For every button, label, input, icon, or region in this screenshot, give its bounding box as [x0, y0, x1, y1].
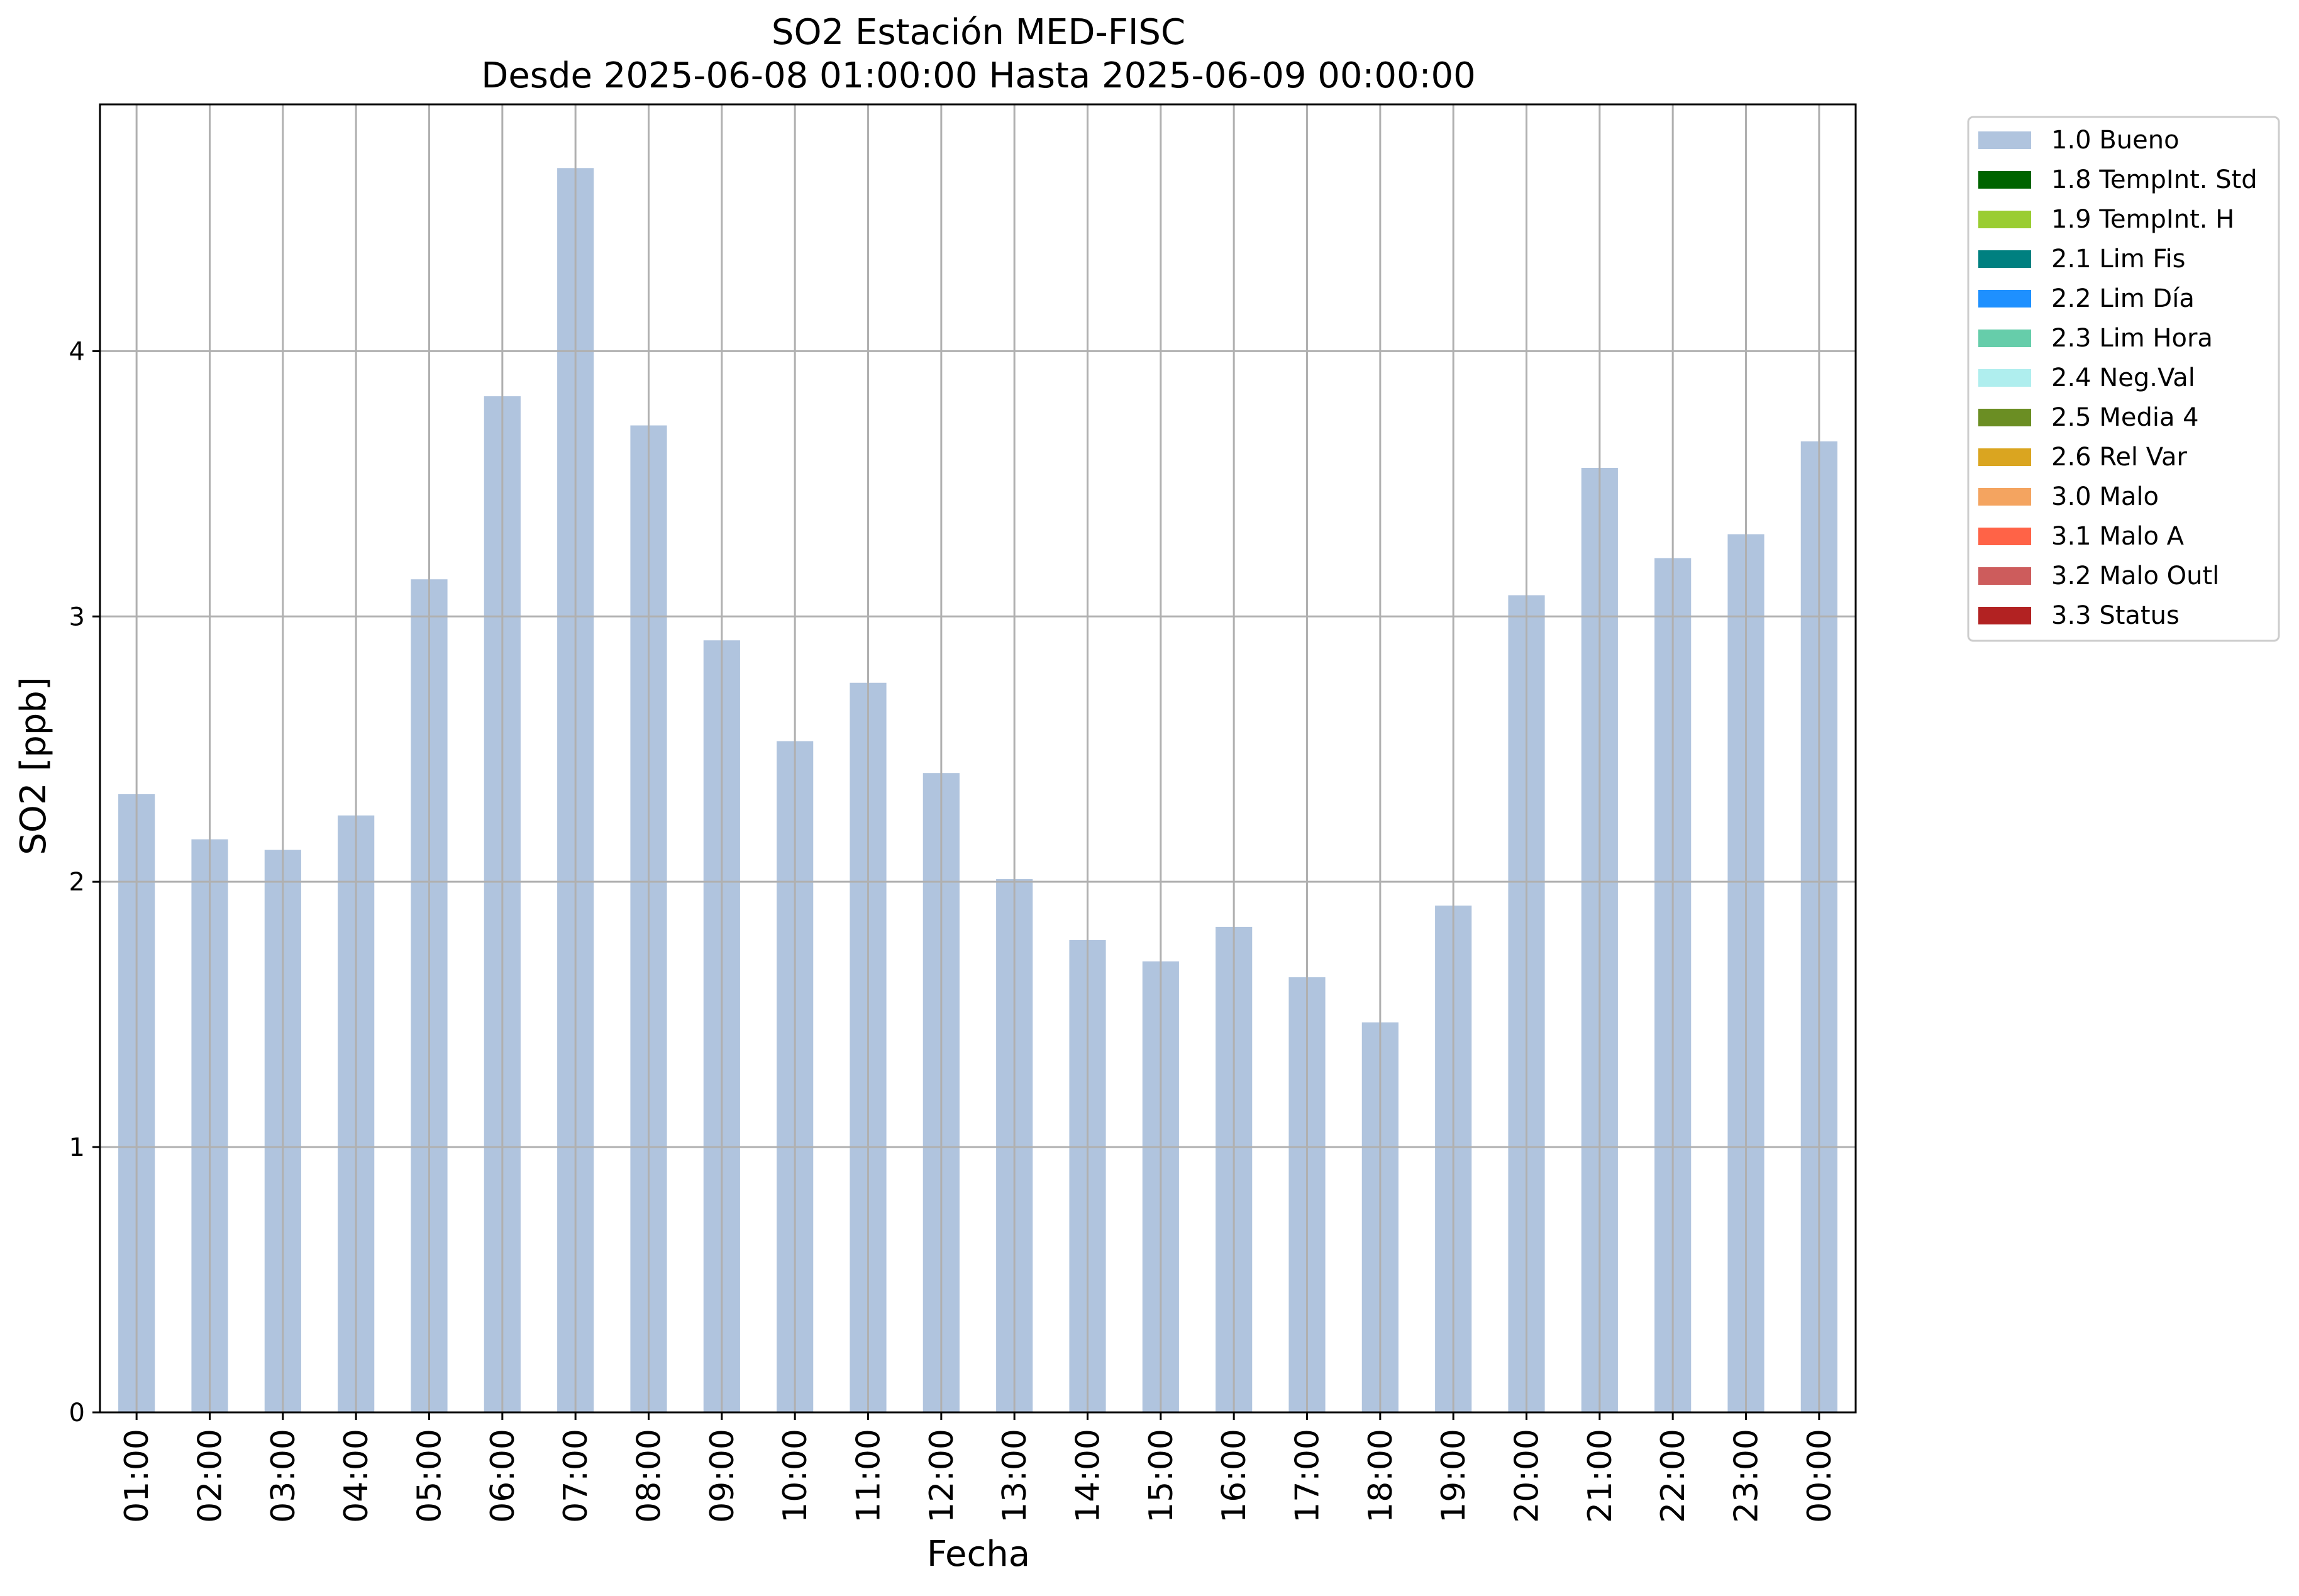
x-tick-label: 08:00 [631, 1429, 668, 1523]
x-tick-label: 14:00 [1070, 1429, 1107, 1523]
x-tick-label: 06:00 [484, 1429, 522, 1523]
y-tick-label: 3 [69, 602, 85, 631]
plot-frame [99, 103, 1857, 1414]
y-tick-label: 1 [69, 1133, 85, 1162]
plot-area: 0 1 2 3 4 01:00 02:00 03:00 04:00 05:00 06:00 07:00… [69, 103, 1857, 1523]
legend-swatch [1978, 409, 2031, 426]
x-axis-label: Fecha [927, 1534, 1030, 1575]
legend-swatch [1978, 528, 2031, 545]
legend-entry-label: 2.6 Rel Var [2051, 443, 2188, 472]
legend-swatch [1978, 250, 2031, 268]
legend-entry-label: 2.3 Lim Hora [2051, 324, 2213, 353]
legend-entry-label: 2.1 Lim Fis [2051, 245, 2185, 274]
legend-entry-label: 1.9 TempInt. H [2051, 205, 2234, 234]
legend-entry-label: 1.8 TempInt. Std [2051, 165, 2257, 194]
x-tick-label: 09:00 [704, 1429, 741, 1523]
x-tick-label: 04:00 [338, 1429, 375, 1523]
y-axis-label: SO2 [ppb] [13, 677, 54, 855]
x-tick-label: 20:00 [1509, 1429, 1546, 1523]
chart-title: SO2 Estación MED-FISC [772, 12, 1185, 53]
y-tick-label: 4 [69, 337, 85, 366]
legend-entry-label: 1.0 Bueno [2051, 126, 2180, 155]
x-tick-label: 17:00 [1289, 1429, 1327, 1523]
x-tick-label: 18:00 [1362, 1429, 1400, 1523]
legend-swatch [1978, 488, 2031, 506]
x-tick-label: 05:00 [411, 1429, 449, 1523]
chart-subtitle: Desde 2025-06-08 01:00:00 Hasta 2025-06-… [481, 55, 1476, 96]
legend-entry-label: 3.1 Malo A [2051, 522, 2185, 551]
legend-swatch [1978, 330, 2031, 347]
legend-swatch [1978, 369, 2031, 387]
legend-swatch [1978, 290, 2031, 308]
x-tick-label: 00:00 [1801, 1429, 1839, 1523]
x-tick-label: 16:00 [1216, 1429, 1253, 1523]
x-tick-label: 23:00 [1728, 1429, 1766, 1523]
x-tick-label: 10:00 [777, 1429, 814, 1523]
legend-entry-label: 3.3 Status [2051, 601, 2180, 630]
legend-entry-label: 3.0 Malo [2051, 482, 2159, 511]
x-tick-label: 19:00 [1435, 1429, 1473, 1523]
legend-swatch [1978, 211, 2031, 228]
y-tick-label: 2 [69, 868, 85, 897]
legend-swatch [1978, 567, 2031, 585]
legend-swatch [1978, 448, 2031, 466]
legend-entry-label: 3.2 Malo Outl [2051, 562, 2219, 590]
x-tick-label: 22:00 [1654, 1429, 1692, 1523]
legend-swatch [1978, 131, 2031, 149]
x-tick-label: 02:00 [192, 1429, 230, 1523]
x-tick-label: 11:00 [850, 1429, 888, 1523]
legend-entry-label: 2.2 Lim Día [2051, 284, 2195, 313]
legend-entry-label: 2.5 Media 4 [2051, 403, 2199, 432]
y-tick-label: 0 [69, 1399, 85, 1427]
x-tick-label: 07:00 [557, 1429, 595, 1523]
legend-entry-label: 2.4 Neg.Val [2051, 363, 2195, 392]
x-tick-label: 13:00 [996, 1429, 1034, 1523]
legend: 1.0 Bueno 1.8 TempInt. Std 1.9 TempInt. H 2… [1967, 116, 2280, 642]
x-tick-label: 15:00 [1143, 1429, 1180, 1523]
legend-frame [1967, 116, 2280, 642]
x-tick-label: 01:00 [118, 1429, 156, 1523]
x-tick-label: 21:00 [1582, 1429, 1619, 1523]
x-tick-label: 12:00 [923, 1429, 961, 1523]
legend-swatch [1978, 171, 2031, 189]
legend-swatch [1978, 607, 2031, 624]
x-tick-label: 03:00 [265, 1429, 302, 1523]
